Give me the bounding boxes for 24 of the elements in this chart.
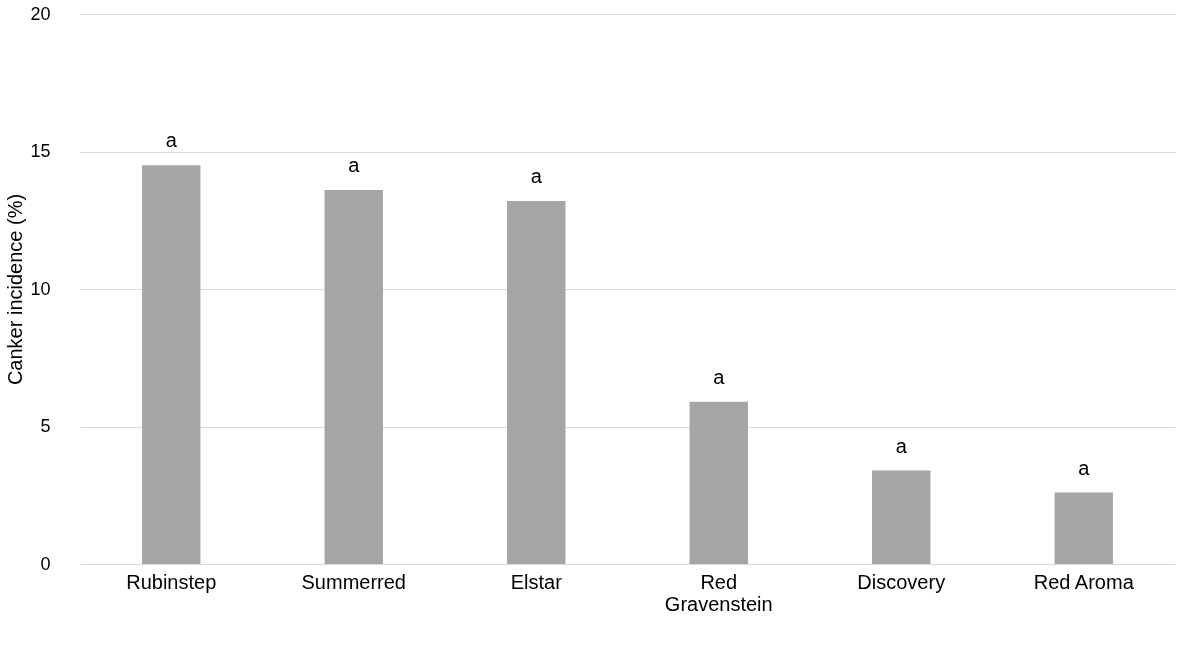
y-tick-label: 15 — [30, 141, 51, 161]
annotation: a — [895, 434, 908, 457]
bar — [872, 470, 931, 564]
annotation: a — [1078, 456, 1091, 479]
y-tick-label: 10 — [30, 278, 51, 299]
x-tick-label: Red Gravenstein — [664, 570, 773, 615]
annotation: a — [165, 129, 178, 152]
annotation: a — [713, 365, 726, 388]
bar — [324, 190, 383, 564]
x-tick-label: Discovery — [857, 570, 946, 593]
x-tick-label: Rubinstep — [126, 570, 217, 593]
bar — [142, 165, 201, 564]
x-tick-label: Summerred — [301, 570, 406, 593]
y-tick-label: 5 — [40, 416, 51, 436]
y-tick-label: 20 — [30, 3, 51, 24]
bar — [689, 401, 748, 564]
x-tick-label: Elstar — [510, 570, 563, 593]
y-tick-label: 0 — [40, 553, 51, 574]
bar — [507, 201, 566, 564]
bar — [1054, 492, 1113, 564]
x-tick-label: Red Aroma — [1033, 570, 1135, 593]
y-axis-title: Canker incidence (%) — [4, 193, 27, 386]
annotation: a — [530, 165, 543, 187]
annotation: a — [348, 154, 361, 176]
